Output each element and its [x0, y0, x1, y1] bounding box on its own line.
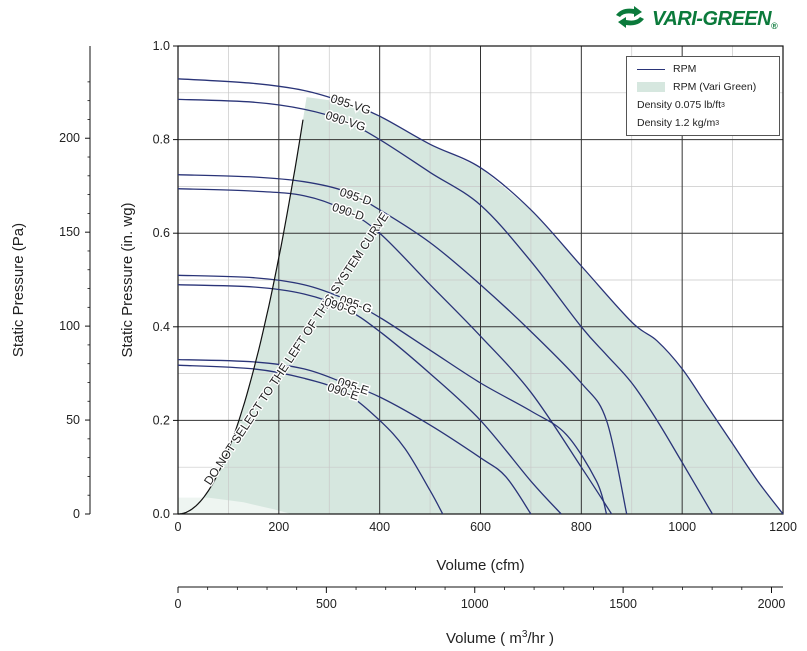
legend-label-vari-green: RPM (Vari Green) — [673, 81, 757, 93]
pa-tick-label: 100 — [59, 319, 80, 333]
pa-tick-label: 50 — [66, 413, 80, 427]
legend-item-vari-green: RPM (Vari Green) — [637, 80, 756, 94]
m3hr-tick-label: 500 — [316, 597, 337, 611]
y-tick-label: 0.2 — [153, 413, 170, 427]
x-tick-label: 600 — [470, 520, 491, 534]
rpm-curve-095-g — [177, 274, 608, 515]
x-tick-label: 1000 — [668, 520, 696, 534]
x-tick-label: 400 — [369, 520, 390, 534]
y-tick-label: 0.4 — [153, 320, 170, 334]
rpm-curve-090-d — [177, 188, 613, 515]
legend-line-swatch — [637, 68, 665, 70]
x-tick-label: 1200 — [769, 520, 797, 534]
legend: RPM RPM (Vari Green) Density 0.075 lb/ft… — [626, 56, 780, 136]
m3hr-tick-label: 1500 — [609, 597, 637, 611]
y-tick-label: 0.0 — [153, 507, 170, 521]
brand-name: VARI-GREEN® — [652, 8, 778, 31]
rpm-curve-090-vg — [177, 98, 713, 515]
m3hr-tick-label: 1000 — [461, 597, 489, 611]
plot-frame — [177, 45, 784, 515]
m3hr-axis-label: Volume ( m3/hr ) — [446, 629, 554, 647]
y-tick-label: 1.0 — [153, 39, 170, 53]
y-tick-label: 0.6 — [153, 226, 170, 240]
m3hr-tick-label: 0 — [175, 597, 182, 611]
recycle-arrows-icon — [616, 6, 644, 28]
legend-item-rpm: RPM — [637, 62, 696, 76]
x-tick-label: 200 — [268, 520, 289, 534]
legend-label-rpm: RPM — [673, 63, 697, 75]
system-curve — [177, 119, 304, 515]
legend-area-swatch — [637, 82, 665, 92]
pa-tick-label: 200 — [59, 131, 80, 145]
low-speed-area — [178, 497, 292, 514]
pa-tick-label: 150 — [59, 225, 80, 239]
m3hr-tick-label: 2000 — [758, 597, 786, 611]
x-tick-label: 800 — [571, 520, 592, 534]
pa-axis-label: Static Pressure (Pa) — [10, 223, 27, 357]
rpm-curve-095-d — [177, 174, 628, 515]
x-axis-label: Volume (cfm) — [436, 557, 524, 574]
brand-logo: VARI-GREEN® — [612, 4, 802, 34]
legend-density-metric: Density 1.2 kg/m 3 — [637, 117, 720, 129]
pa-tick-label: 0 — [73, 507, 80, 521]
rpm-curve-090-g — [177, 284, 562, 515]
x-tick-label: 0 — [175, 520, 182, 534]
rpm-curve-095-e — [177, 358, 532, 515]
y-tick-label: 0.8 — [153, 133, 170, 147]
y-axis-label: Static Pressure (in. wg) — [119, 202, 136, 357]
rpm-curve-095-vg — [177, 78, 784, 515]
legend-density-imperial: Density 0.075 lb/ft 3 — [637, 99, 725, 111]
